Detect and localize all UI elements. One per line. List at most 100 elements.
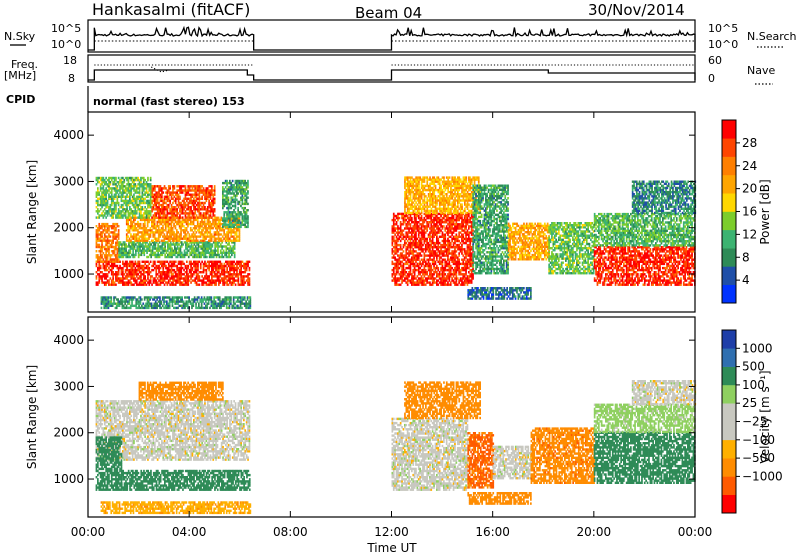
power-cell [422, 263, 424, 265]
power-cell [136, 200, 138, 202]
power-cell [157, 252, 159, 254]
power-cell [400, 240, 402, 242]
power-cell [242, 199, 244, 201]
power-cell [242, 194, 244, 196]
power-cell [130, 281, 132, 283]
power-cell [144, 235, 146, 237]
power-cell [394, 275, 396, 277]
power-cell [112, 214, 114, 216]
power-cell [239, 231, 241, 233]
power-cell [151, 229, 153, 231]
power-cell [140, 179, 142, 181]
power-cell [133, 284, 135, 286]
power-cell [130, 233, 132, 235]
power-cell [239, 219, 241, 221]
power-cell [115, 204, 117, 206]
power-cell [403, 265, 405, 267]
power-cell [160, 185, 162, 187]
power-cell [100, 208, 102, 210]
power-cell [198, 229, 200, 231]
power-cell [196, 271, 198, 273]
power-cell [178, 200, 180, 202]
power-cell [195, 303, 197, 305]
power-cell [217, 252, 219, 254]
power-cell [176, 191, 178, 193]
power-cell [162, 267, 164, 269]
power-cell [192, 275, 194, 277]
power-cell [235, 201, 237, 203]
power-cell [247, 182, 249, 184]
power-cell [146, 284, 148, 286]
power-cell [108, 212, 110, 214]
power-cell [175, 284, 177, 286]
power-cell [411, 273, 413, 275]
power-cell [147, 231, 149, 233]
power-cell [426, 271, 428, 273]
power-cell [397, 215, 399, 217]
power-cell [123, 256, 125, 258]
power-cell [100, 258, 102, 260]
power-cell [194, 233, 196, 235]
power-cell [223, 256, 225, 258]
power-cell [425, 284, 427, 286]
power-cell [400, 227, 402, 229]
power-cell [240, 226, 242, 228]
power-cell [150, 202, 152, 204]
power-cell [155, 271, 157, 273]
power-cell [143, 247, 145, 249]
power-cell [204, 221, 206, 223]
power-cell [167, 277, 169, 279]
power-cell [150, 179, 152, 181]
power-cell [202, 300, 204, 302]
power-cell [185, 214, 187, 216]
power-cell [233, 192, 235, 194]
power-cell [206, 273, 208, 275]
power-cell [108, 242, 110, 244]
power-cell [192, 267, 194, 269]
power-cell [199, 194, 201, 196]
power-cell [418, 225, 420, 227]
power-cell [410, 225, 412, 227]
power-cell [196, 214, 198, 216]
power-cell [117, 200, 119, 202]
power-cell [247, 265, 249, 267]
power-cell [176, 214, 178, 216]
power-cell [144, 206, 146, 208]
power-cell [222, 197, 224, 199]
power-cell [117, 187, 119, 189]
power-cell [410, 215, 412, 217]
power-cell [403, 234, 405, 236]
power-cell [209, 231, 211, 233]
power-cell [155, 300, 157, 302]
power-cell [226, 250, 228, 252]
power-cell [250, 300, 252, 302]
nsky-tick-bottom: 10^0 [51, 38, 81, 51]
power-cell [157, 277, 159, 279]
nave-trace [88, 70, 695, 80]
power-cell [173, 223, 175, 225]
power-cell [401, 248, 403, 250]
power-cell [112, 271, 114, 273]
power-cell [140, 303, 142, 305]
power-cell [114, 231, 116, 233]
power-cell [154, 219, 156, 221]
power-cell [232, 250, 234, 252]
power-cell [117, 256, 119, 258]
power-cell [404, 240, 406, 242]
power-cell [148, 267, 150, 269]
power-cell [221, 263, 223, 265]
power-cell [103, 231, 105, 233]
power-cell [177, 307, 179, 309]
power-cell [393, 236, 395, 238]
power-cell [139, 204, 141, 206]
power-cell [147, 179, 149, 181]
power-cell [174, 254, 176, 256]
power-cell [221, 217, 223, 219]
power-cell [212, 204, 214, 206]
power-cell [117, 191, 119, 193]
power-cell [418, 265, 420, 267]
power-cell [118, 273, 120, 275]
power-cell [122, 177, 124, 179]
power-cell [144, 277, 146, 279]
power-cell [419, 273, 421, 275]
